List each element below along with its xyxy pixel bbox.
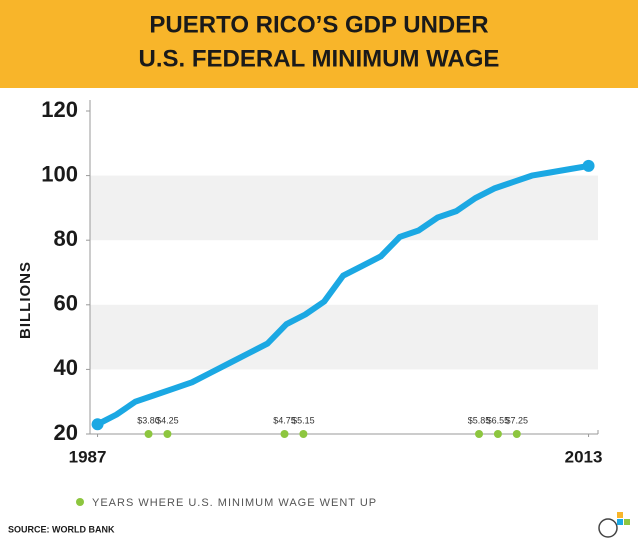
wage-label: $3.80: [137, 415, 160, 425]
y-tick-label: 20: [54, 420, 78, 445]
grid-band: [90, 304, 598, 370]
chart-title: PUERTO RICO’S GDP UNDER: [149, 11, 488, 38]
y-tick-label: 120: [41, 97, 78, 122]
wage-marker: [493, 430, 502, 438]
y-axis-label: BILLIONS: [17, 261, 34, 339]
wage-label: $6.55: [487, 415, 510, 425]
source: SOURCE: WORLD BANK: [8, 524, 115, 534]
wage-marker: [163, 430, 172, 438]
wage-marker: [475, 430, 484, 438]
end-point: [91, 418, 104, 431]
header-band: [0, 0, 638, 88]
legend-marker: [76, 498, 84, 506]
data-line: [94, 162, 592, 428]
end-point: [582, 159, 595, 172]
wage-marker: [280, 430, 289, 438]
wage-label: $5.85: [468, 415, 491, 425]
wage-label: $7.25: [506, 415, 529, 425]
y-tick-label: 100: [41, 161, 78, 186]
wage-marker: [299, 430, 308, 438]
wage-marker: [512, 430, 521, 438]
grid-band: [90, 175, 598, 241]
logo: [598, 512, 630, 538]
y-tick-label: 60: [54, 291, 78, 316]
y-tick-label: 40: [54, 355, 78, 380]
chart-title: U.S. FEDERAL MINIMUM WAGE: [139, 45, 500, 72]
y-tick-label: 80: [54, 226, 78, 251]
x-tick-label: 2013: [565, 447, 603, 466]
wage-marker: [144, 430, 153, 438]
wage-label: $4.75: [273, 415, 296, 425]
wage-label: $5.15: [292, 415, 315, 425]
x-tick-label: 1987: [69, 447, 107, 466]
wage-label: $4.25: [156, 415, 179, 425]
legend-label: YEARS WHERE U.S. MINIMUM WAGE WENT UP: [92, 497, 377, 509]
